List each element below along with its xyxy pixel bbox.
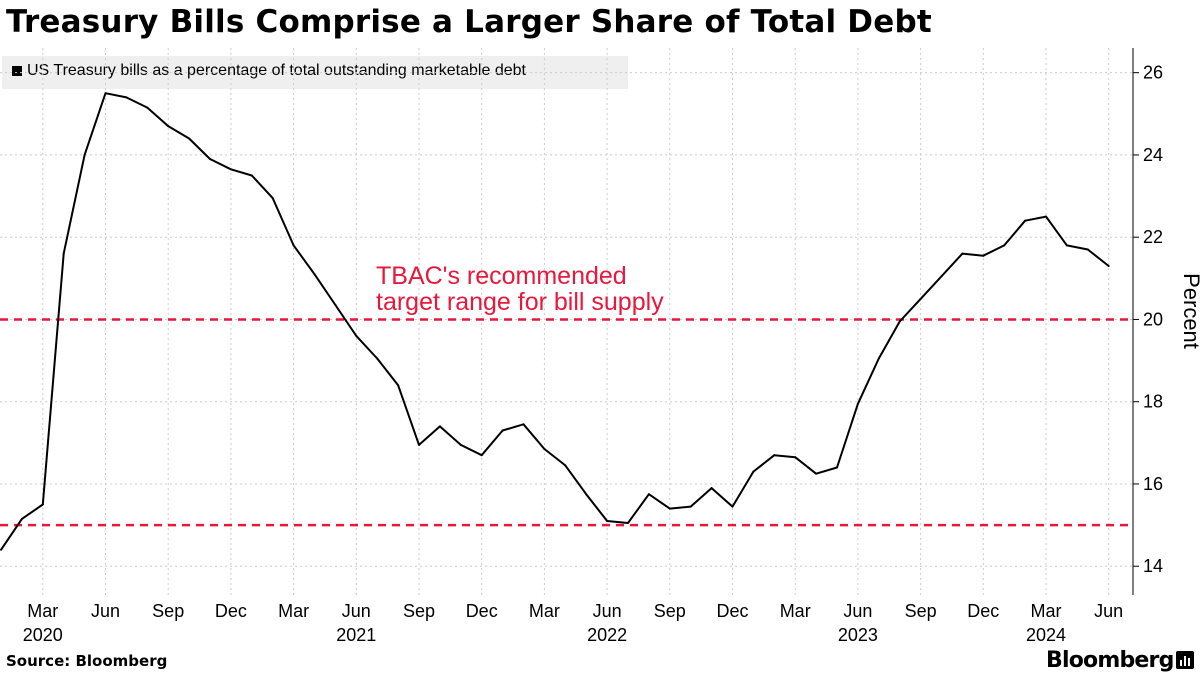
data-point <box>1086 248 1089 251</box>
y-tick-label: 18 <box>1143 392 1163 412</box>
x-tick-label: Jun <box>1094 601 1123 621</box>
data-point <box>125 96 128 99</box>
data-point <box>355 334 358 337</box>
x-tick-label: Dec <box>967 601 999 621</box>
brand-logo: Bloomberg <box>1046 648 1174 673</box>
data-point <box>877 357 880 360</box>
data-point <box>1045 215 1047 218</box>
x-tick-label: Mar <box>278 601 309 621</box>
x-tick-label: Jun <box>91 601 120 621</box>
data-point <box>940 275 943 278</box>
data-point <box>919 297 922 300</box>
x-tick-label: Jun <box>342 601 371 621</box>
x-tick-label: Dec <box>466 601 498 621</box>
data-point <box>62 252 65 255</box>
data-point <box>292 244 295 247</box>
x-year-label: 2023 <box>838 625 878 645</box>
x-year-label: 2024 <box>1026 625 1066 645</box>
data-point <box>961 252 964 255</box>
data-point <box>209 158 211 161</box>
data-point <box>627 522 629 525</box>
data-point <box>752 470 755 473</box>
data-point <box>606 519 609 522</box>
y-tick-label: 26 <box>1143 63 1163 83</box>
data-point <box>271 197 274 200</box>
x-tick-label: Dec <box>716 601 748 621</box>
data-point <box>982 254 985 257</box>
data-point <box>689 505 692 508</box>
data-point <box>794 456 797 459</box>
x-tick-label: Mar <box>529 601 560 621</box>
data-point <box>459 443 462 446</box>
data-point <box>898 320 901 323</box>
x-tick-label: Sep <box>905 601 937 621</box>
data-point <box>250 174 253 177</box>
x-tick-label: Sep <box>152 601 184 621</box>
data-point <box>1003 244 1006 247</box>
data-point <box>731 505 734 508</box>
data-point <box>20 517 23 520</box>
data-point <box>522 423 525 426</box>
data-point <box>83 153 86 156</box>
y-tick-label: 20 <box>1143 309 1163 329</box>
data-point <box>1024 219 1027 222</box>
y-tick-label: 22 <box>1143 227 1163 247</box>
data-point <box>104 92 107 95</box>
x-tick-label: Sep <box>654 601 686 621</box>
data-point <box>501 429 504 432</box>
data-point <box>167 125 170 128</box>
data-point <box>418 443 420 446</box>
data-point <box>647 493 650 496</box>
data-point <box>815 472 818 475</box>
y-tick-label: 24 <box>1143 145 1163 165</box>
x-tick-label: Dec <box>215 601 247 621</box>
data-point <box>773 454 776 457</box>
data-point <box>188 137 191 140</box>
annotation-text: TBAC's recommended <box>376 262 627 290</box>
chart-title: Treasury Bills Comprise a Larger Share o… <box>6 4 932 40</box>
data-point <box>41 503 44 506</box>
series-line <box>0 92 1110 551</box>
y-tick-label: 14 <box>1143 556 1163 576</box>
data-point <box>585 493 588 496</box>
x-tick-label: Jun <box>593 601 622 621</box>
data-point <box>313 273 316 276</box>
data-point <box>376 357 379 360</box>
x-year-label: 2022 <box>587 625 627 645</box>
data-point <box>480 454 483 457</box>
data-point <box>710 487 713 490</box>
x-tick-label: Mar <box>1031 601 1062 621</box>
x-tick-label: Jun <box>843 601 872 621</box>
data-point <box>438 425 441 428</box>
data-point <box>543 447 546 450</box>
y-tick-label: 16 <box>1143 474 1163 494</box>
data-point <box>836 466 838 469</box>
legend-swatch <box>12 66 22 76</box>
x-year-label: 2020 <box>23 625 63 645</box>
annotation-text: target range for bill supply <box>376 288 664 316</box>
x-tick-label: Sep <box>403 601 435 621</box>
data-point <box>1107 264 1110 267</box>
data-point <box>397 384 400 387</box>
data-point <box>668 507 671 510</box>
y-axis-label: Percent <box>1179 273 1200 349</box>
source-note: Source: Bloomberg <box>6 652 168 670</box>
data-point <box>1065 244 1068 247</box>
data-point <box>146 106 149 109</box>
x-tick-label: Mar <box>780 601 811 621</box>
bar-chart-icon <box>1176 651 1194 669</box>
x-tick-label: Mar <box>27 601 58 621</box>
data-point <box>229 168 232 171</box>
x-year-label: 2021 <box>336 625 376 645</box>
data-point <box>0 548 2 551</box>
legend-label: US Treasury bills as a percentage of tot… <box>27 62 526 79</box>
data-point <box>334 304 337 307</box>
data-point <box>856 402 859 405</box>
data-point <box>564 464 567 467</box>
